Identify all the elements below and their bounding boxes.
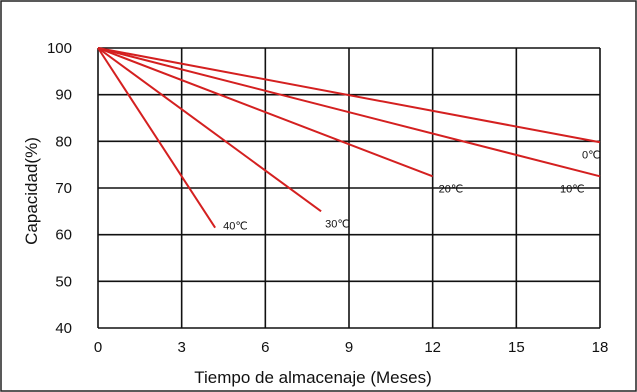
y-tick-label: 60 [55,227,72,244]
series-label: 0℃ [582,149,600,161]
y-tick-label: 70 [55,180,72,197]
series-label: 30℃ [325,218,350,230]
series-label: 10℃ [560,183,585,195]
x-tick-label: 6 [261,339,269,356]
x-tick-label: 0 [94,339,102,356]
y-tick-label: 90 [55,87,72,104]
y-tick-label: 80 [55,133,72,150]
x-tick-label: 12 [424,339,441,356]
x-tick-label: 15 [508,339,525,356]
y-axis-label: Capacidad(%) [22,137,41,245]
series-lines [97,47,601,229]
x-tick-label: 9 [345,339,353,356]
x-tick-label: 3 [177,339,185,356]
series-label: 20℃ [439,183,464,195]
series-label: 40℃ [223,221,248,233]
series-labels: 0℃ 10℃ 20℃ 30℃ 40℃ [223,149,600,232]
series-line [97,47,322,213]
x-axis-label: Tiempo de almacenaje (Meses) [194,368,431,387]
grid [97,47,601,329]
series-line [97,47,601,144]
series-line [97,47,434,178]
tick-labels: 0 3 6 9 12 15 18 40 50 60 70 80 90 100 [47,40,608,356]
y-tick-label: 40 [55,320,72,337]
series-line [97,47,216,229]
y-tick-label: 50 [55,273,72,290]
y-tick-label: 100 [47,40,72,57]
series-line [97,47,601,178]
x-tick-label: 18 [592,339,609,356]
